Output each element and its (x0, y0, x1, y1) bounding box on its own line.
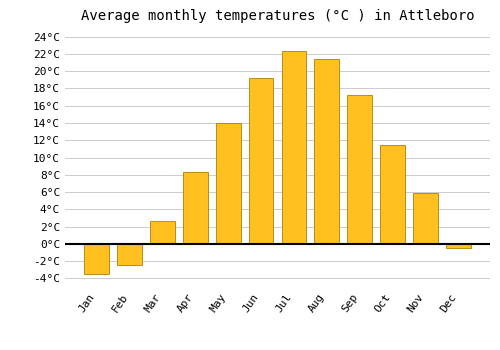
Bar (282, 51, 306, 244)
Bar (314, 59, 339, 244)
Bar (380, 145, 405, 244)
Bar (216, 123, 240, 244)
Bar (413, 193, 438, 244)
Bar (348, 95, 372, 244)
Bar (117, 244, 142, 265)
Bar (446, 244, 470, 248)
Title: Average monthly temperatures (°C ) in Attleboro: Average monthly temperatures (°C ) in At… (80, 9, 474, 23)
Bar (150, 220, 174, 244)
Bar (84, 244, 109, 274)
Bar (248, 78, 274, 244)
Bar (183, 172, 208, 244)
